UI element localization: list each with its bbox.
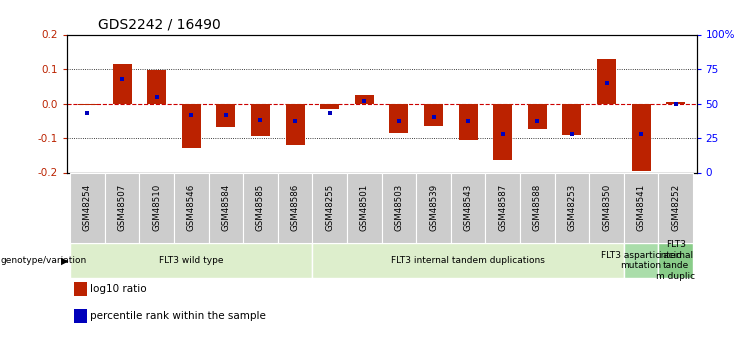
Text: GSM48252: GSM48252 bbox=[671, 184, 680, 231]
Text: GSM48255: GSM48255 bbox=[325, 184, 334, 231]
Bar bbox=[104, 172, 139, 243]
Bar bbox=[285, 104, 305, 145]
Text: log10 ratio: log10 ratio bbox=[90, 284, 147, 294]
Text: GSM48503: GSM48503 bbox=[394, 184, 403, 231]
Bar bbox=[451, 172, 485, 243]
Text: FLT3
internal
tande
m duplic: FLT3 internal tande m duplic bbox=[657, 240, 695, 280]
Text: GSM48541: GSM48541 bbox=[637, 184, 645, 231]
Bar bbox=[494, 104, 512, 160]
Bar bbox=[485, 172, 520, 243]
Text: GSM48254: GSM48254 bbox=[83, 184, 92, 231]
Bar bbox=[278, 172, 313, 243]
Text: GSM48501: GSM48501 bbox=[360, 184, 369, 231]
Bar bbox=[597, 59, 616, 104]
Bar bbox=[555, 172, 589, 243]
Bar bbox=[589, 172, 624, 243]
Text: GSM48350: GSM48350 bbox=[602, 184, 611, 231]
Bar bbox=[666, 102, 685, 104]
Bar bbox=[182, 104, 201, 148]
Text: GSM48510: GSM48510 bbox=[152, 184, 162, 231]
Bar bbox=[139, 172, 174, 243]
Bar bbox=[459, 104, 478, 140]
Bar bbox=[147, 70, 166, 104]
Bar bbox=[70, 243, 313, 278]
Bar bbox=[216, 104, 236, 127]
Bar bbox=[208, 172, 243, 243]
Bar bbox=[347, 172, 382, 243]
Text: percentile rank within the sample: percentile rank within the sample bbox=[90, 312, 266, 321]
Bar bbox=[251, 104, 270, 136]
Bar bbox=[562, 104, 582, 135]
Bar bbox=[174, 172, 208, 243]
Bar bbox=[624, 243, 659, 278]
Text: FLT3 internal tandem duplications: FLT3 internal tandem duplications bbox=[391, 256, 545, 265]
Text: GSM48585: GSM48585 bbox=[256, 184, 265, 231]
Bar bbox=[320, 104, 339, 109]
Bar bbox=[424, 104, 443, 126]
Text: ▶: ▶ bbox=[61, 256, 68, 265]
Text: GDS2242 / 16490: GDS2242 / 16490 bbox=[98, 18, 221, 32]
Bar bbox=[70, 172, 104, 243]
Bar bbox=[382, 172, 416, 243]
Bar bbox=[528, 104, 547, 129]
Bar bbox=[659, 243, 693, 278]
Text: GSM48253: GSM48253 bbox=[568, 184, 576, 231]
Text: GSM48587: GSM48587 bbox=[498, 184, 508, 231]
Text: GSM48588: GSM48588 bbox=[533, 184, 542, 231]
Bar bbox=[390, 104, 408, 133]
Text: GSM48584: GSM48584 bbox=[222, 184, 230, 231]
Bar bbox=[313, 243, 624, 278]
Text: genotype/variation: genotype/variation bbox=[1, 256, 87, 265]
Bar bbox=[113, 64, 132, 104]
Bar bbox=[243, 172, 278, 243]
Text: GSM48543: GSM48543 bbox=[464, 184, 473, 231]
Text: GSM48546: GSM48546 bbox=[187, 184, 196, 231]
Bar bbox=[355, 95, 373, 104]
Bar bbox=[313, 172, 347, 243]
Bar bbox=[659, 172, 693, 243]
Text: GSM48539: GSM48539 bbox=[429, 184, 438, 231]
Bar bbox=[624, 172, 659, 243]
Text: GSM48507: GSM48507 bbox=[118, 184, 127, 231]
Text: GSM48586: GSM48586 bbox=[290, 184, 299, 231]
Bar bbox=[78, 104, 97, 105]
Bar bbox=[416, 172, 451, 243]
Text: FLT3 aspartic acid
mutation: FLT3 aspartic acid mutation bbox=[601, 251, 682, 270]
Bar bbox=[631, 104, 651, 171]
Bar bbox=[520, 172, 555, 243]
Text: FLT3 wild type: FLT3 wild type bbox=[159, 256, 224, 265]
